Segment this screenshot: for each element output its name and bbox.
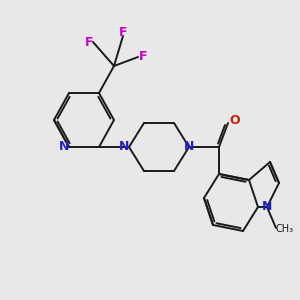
Text: O: O [229, 113, 240, 127]
Text: F: F [119, 26, 127, 39]
Text: N: N [118, 140, 129, 154]
Text: F: F [85, 35, 94, 49]
Text: N: N [58, 140, 69, 154]
Text: CH₃: CH₃ [275, 224, 293, 235]
Text: N: N [184, 140, 194, 154]
Text: N: N [262, 200, 272, 214]
Text: F: F [139, 50, 148, 64]
